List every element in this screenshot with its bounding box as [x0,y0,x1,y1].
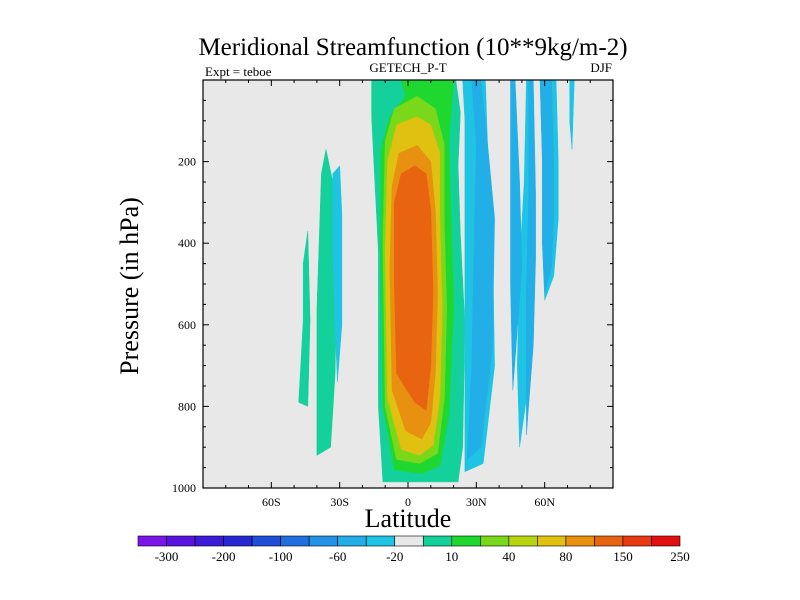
contour--60-region-0 [466,80,495,460]
y-tick-label: 600 [178,318,196,332]
y-tick-label: 200 [178,155,196,169]
x-tick-label: 0 [405,495,411,509]
colorbar-swatch [308,535,338,547]
x-axis-label: Latitude [365,504,452,533]
chart-title: Meridional Streamfunction (10**9kg/m-2) [198,34,627,61]
colorbar-label: -60 [329,549,346,564]
colorbar-label: -300 [155,549,179,564]
colorbar-label: 250 [670,549,690,564]
colorbar-swatch [537,535,567,547]
contour--60-region-1 [510,80,523,391]
y-tick-label: 400 [178,236,196,250]
y-axis-label: Pressure (in hPa) [115,197,144,375]
contour--60-region-3 [539,80,555,293]
colorbar-label: 150 [613,549,633,564]
contour-250-region-0 [394,165,434,411]
colorbar-label: -20 [386,549,403,564]
x-tick-label: 30S [330,495,349,509]
colorbar-label: 80 [559,549,572,564]
colorbar-label: -200 [212,549,236,564]
contour--20-region-0 [332,165,343,382]
colorbar-swatch [166,535,196,547]
x-tick-label: 60S [262,495,281,509]
colorbar-swatch [594,535,624,547]
colorbar-label: -100 [269,549,293,564]
contour-10-region-1 [298,230,311,407]
y-tick-label: 1000 [172,481,196,495]
colorbar-swatch [194,535,224,547]
y-tick-label: 800 [178,399,196,413]
colorbar-swatch [365,535,396,547]
colorbar-label: 10 [445,549,458,564]
expt-label: Expt = teboe [205,64,272,79]
contour--20-region-4 [569,80,575,150]
colorbar: -300 -200 -100 -60 -20 10 40 80 150 250 [137,535,690,564]
colorbar-swatch [622,535,652,547]
colorbar-swatch [480,535,510,547]
colorbar-swatch [565,535,595,547]
contour-fills [298,80,575,483]
x-axis: 60S 30S 0 30N 60N [225,80,591,509]
colorbar-swatch [651,535,681,547]
season-label: DJF [590,60,612,75]
colorbar-swatch [508,535,538,547]
colorbar-label: 40 [502,549,515,564]
colorbar-swatch [394,535,424,547]
x-tick-label: 60N [534,495,555,509]
colorbar-swatch [422,535,453,547]
colorbar-swatch [451,535,481,547]
contour--60-region-2 [526,80,536,436]
colorbar-swatch [337,535,367,547]
colorbar-swatch [280,535,310,547]
x-tick-label: 30N [466,495,487,509]
colorbar-swatch [251,535,281,547]
case-label: GETECH_P-T [369,60,446,75]
colorbar-swatch [137,535,167,547]
y-axis: 200 400 600 800 1000 [172,99,613,495]
colorbar-swatch [223,535,253,547]
